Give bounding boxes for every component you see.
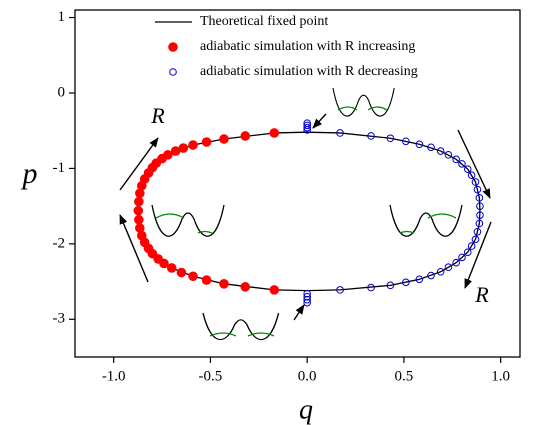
data-point	[166, 263, 177, 273]
data-point	[473, 227, 482, 236]
data-point	[147, 248, 158, 259]
data-point	[367, 132, 375, 140]
data-point	[386, 281, 395, 290]
data-point	[336, 129, 344, 137]
data-point	[471, 178, 480, 186]
legend-label: adiabatic simulation with R decreasing	[200, 64, 418, 79]
data-point	[240, 282, 251, 292]
potential-icon	[332, 87, 395, 117]
data-point	[303, 121, 311, 130]
data-point	[188, 140, 198, 150]
y-tick-label: 1	[58, 9, 66, 25]
potential-icon	[151, 204, 225, 237]
y-axis-label: p	[21, 157, 38, 190]
legend-label: adiabatic simulation with R increasing	[200, 39, 415, 54]
data-point	[475, 194, 484, 202]
data-point	[135, 188, 145, 199]
data-point	[436, 147, 445, 155]
data-point	[219, 134, 229, 144]
data-point	[427, 143, 435, 152]
plot-frame	[74, 9, 521, 358]
data-point	[170, 146, 181, 156]
data-point	[476, 211, 484, 219]
x-tick-label: 0.5	[395, 368, 414, 384]
y-tick-label: -2	[53, 235, 66, 251]
data-point	[201, 137, 212, 147]
data-point	[463, 165, 472, 173]
data-point	[458, 253, 466, 262]
potential-icon	[202, 312, 280, 341]
data-point	[427, 271, 435, 280]
data-point	[386, 134, 395, 143]
data-point	[415, 140, 424, 149]
data-point	[444, 151, 453, 159]
data-point	[133, 205, 144, 216]
data-point	[269, 285, 280, 295]
data-point	[467, 171, 476, 180]
potential-icon	[389, 204, 463, 237]
data-point	[402, 137, 410, 146]
data-point	[176, 267, 187, 278]
data-point	[475, 219, 484, 228]
y-tick-label: -3	[53, 311, 66, 327]
annotation: R	[474, 282, 489, 307]
data-point	[452, 155, 460, 164]
data-point	[303, 292, 311, 301]
data-point	[471, 235, 480, 244]
data-point	[367, 283, 375, 292]
data-point	[240, 131, 251, 141]
data-point	[188, 271, 198, 282]
legend-label: Theoretical fixed point	[200, 14, 328, 29]
theory-line	[137, 131, 481, 292]
x-tick-label: 0.0	[298, 368, 317, 384]
data-point	[303, 295, 311, 304]
data-point	[415, 275, 424, 284]
data-point	[463, 248, 472, 256]
data-point	[159, 258, 169, 269]
data-point	[436, 267, 445, 276]
y-tick-label: 0	[58, 84, 66, 100]
x-tick-label: -1.0	[102, 368, 126, 384]
data-point	[219, 279, 229, 289]
data-point	[303, 289, 311, 298]
data-point	[476, 202, 484, 210]
legend-swatch	[168, 42, 178, 52]
data-point	[303, 126, 311, 134]
y-tick-label: -1	[53, 160, 66, 176]
arrow	[119, 113, 492, 321]
data-point	[303, 123, 311, 132]
legend-swatch	[169, 68, 177, 76]
x-axis-label: q	[299, 394, 313, 425]
x-tick-label: -0.5	[199, 368, 223, 384]
data-point	[458, 160, 466, 168]
data-point	[134, 214, 144, 225]
data-point	[467, 242, 476, 250]
data-point	[473, 185, 482, 194]
data-point	[444, 263, 453, 272]
data-point	[134, 196, 144, 207]
data-point	[269, 128, 280, 138]
x-tick-label: 1.0	[491, 368, 510, 384]
data-point	[303, 298, 311, 307]
data-point	[452, 258, 460, 267]
data-point	[336, 286, 344, 294]
annotation: R	[150, 103, 165, 128]
data-point	[201, 275, 212, 285]
data-point	[402, 278, 410, 287]
